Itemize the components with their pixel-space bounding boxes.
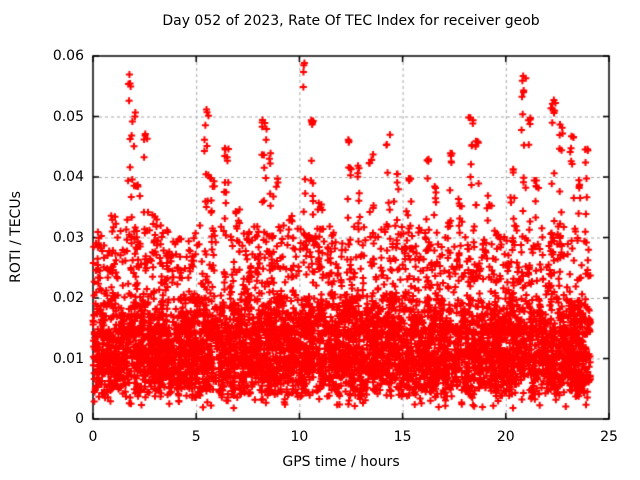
x-tick-label: 15 [393, 429, 412, 445]
x-tick-label: 5 [191, 429, 201, 445]
y-tick-label: 0.04 [52, 169, 84, 185]
x-tick-label: 25 [600, 429, 618, 445]
y-tick-label: 0.06 [52, 48, 84, 64]
y-axis-label: ROTI / TECUs [8, 191, 24, 283]
x-tick-label: 20 [496, 429, 515, 445]
x-tick-label: 0 [88, 429, 98, 445]
y-tick-label: 0.01 [52, 350, 84, 367]
chart-title: Day 052 of 2023, Rate Of TEC Index for r… [162, 13, 540, 29]
y-tick-label: 0 [75, 411, 84, 427]
y-tick-label: 0.05 [52, 108, 84, 125]
x-tick-label: 10 [290, 429, 309, 445]
y-tick-label: 0.02 [52, 290, 84, 306]
x-axis-label: GPS time / hours [282, 454, 400, 470]
y-tick-label: 0.03 [52, 229, 84, 246]
